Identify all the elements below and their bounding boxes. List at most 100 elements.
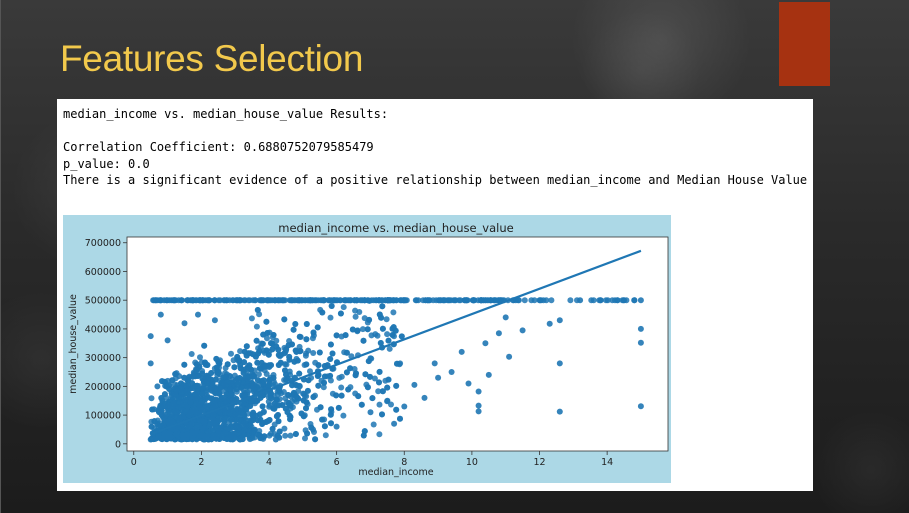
scatter-point	[148, 423, 155, 430]
scatter-point	[201, 418, 208, 425]
scatter-point	[316, 349, 323, 356]
scatter-point	[384, 331, 391, 338]
scatter-point	[234, 430, 241, 437]
scatter-point	[224, 361, 231, 368]
x-tick-label: 14	[601, 457, 613, 468]
scatter-point	[269, 340, 276, 347]
scatter-point	[162, 379, 168, 385]
scatter-point	[338, 384, 345, 391]
scatter-point	[342, 332, 349, 339]
scatter-point	[421, 394, 428, 401]
scatter-point	[385, 337, 392, 344]
scatter-point	[212, 398, 219, 404]
scatter-point	[237, 348, 244, 355]
scatter-point	[556, 317, 563, 324]
scatter-point	[282, 432, 289, 439]
scatter-point	[213, 364, 220, 371]
scatter-point	[249, 430, 256, 437]
scatter-point	[286, 353, 293, 360]
scatter-point	[196, 404, 203, 411]
scatter-point	[315, 362, 322, 369]
scatter-point	[361, 428, 368, 435]
scatter-point	[233, 423, 240, 430]
scatter-point	[388, 401, 394, 408]
scatter-point	[397, 415, 403, 422]
output-header: median_income vs. median_house_value Res…	[63, 107, 389, 121]
scatter-point	[390, 309, 397, 316]
scatter-point	[195, 311, 201, 318]
scatter-point	[475, 297, 482, 304]
y-tick-label: 200000	[85, 382, 121, 393]
scatter-point	[243, 343, 250, 350]
scatter-point	[224, 436, 230, 442]
scatter-point	[296, 333, 303, 340]
x-tick-label: 12	[533, 457, 545, 468]
scatter-point	[211, 317, 218, 324]
y-axis-ticks: 0 100000 200000 300000 400000 500000 600000 700…	[85, 238, 127, 450]
scatter-point	[202, 361, 209, 368]
scatter-point	[294, 357, 301, 364]
scatter-point	[319, 309, 326, 316]
scatter-point	[265, 383, 272, 389]
scatter-point	[376, 401, 383, 408]
scatter-point	[457, 297, 464, 304]
scatter-point	[147, 436, 154, 443]
x-tick-label: 6	[334, 457, 340, 468]
scatter-point	[268, 395, 275, 402]
scatter-point	[167, 410, 174, 417]
scatter-point	[415, 297, 422, 304]
scatter-point	[228, 391, 235, 398]
scatter-point	[187, 394, 194, 401]
scatter-point	[166, 386, 173, 392]
scatter-point	[237, 365, 244, 372]
scatter-point	[303, 336, 310, 343]
scatter-point	[637, 339, 644, 346]
scatter-point	[284, 409, 291, 416]
scatter-point	[207, 420, 214, 427]
output-blank-line	[63, 123, 813, 140]
scatter-point	[327, 356, 334, 362]
scatter-point	[212, 385, 219, 392]
scatter-point	[164, 404, 171, 411]
scatter-point	[236, 297, 243, 304]
scatter-point	[314, 324, 321, 331]
scatter-point	[240, 411, 246, 418]
scatter-point	[178, 380, 184, 387]
scatter-point	[295, 297, 301, 304]
scatter-point	[369, 395, 376, 402]
scatter-point	[294, 382, 300, 389]
scatter-point	[256, 432, 263, 439]
scatter-point	[440, 297, 447, 304]
scatter-point	[304, 387, 311, 394]
scatter-point	[241, 359, 248, 366]
scatter-point	[287, 432, 294, 439]
scatter-point	[276, 428, 283, 435]
scatter-point	[221, 381, 228, 388]
scatter-point	[289, 341, 295, 348]
scatter-point	[189, 429, 196, 436]
scatter-point	[241, 426, 248, 433]
scatter-point	[173, 431, 180, 438]
scatter-point	[253, 337, 260, 344]
scatter-point	[347, 365, 354, 372]
scatter-point	[637, 403, 644, 410]
scatter-point	[182, 401, 189, 408]
scatter-point	[356, 309, 363, 315]
scatter-point	[281, 316, 288, 323]
scatter-point	[343, 349, 350, 356]
scatter-point	[147, 360, 154, 367]
output-correlation: Correlation Coefficient: 0.6880752079585…	[63, 140, 374, 154]
scatter-point	[302, 297, 309, 304]
scatter-point	[327, 372, 334, 379]
scatter-point	[172, 391, 179, 398]
scatter-point	[161, 297, 168, 304]
scatter-point	[337, 310, 344, 317]
scatter-point	[194, 373, 201, 379]
scatter-point	[315, 382, 322, 389]
scatter-point	[242, 374, 249, 381]
scatter-point	[254, 377, 261, 384]
scatter-point	[180, 435, 187, 442]
scatter-point	[169, 377, 176, 384]
scatter-point	[333, 392, 340, 399]
scatter-point	[154, 383, 161, 390]
